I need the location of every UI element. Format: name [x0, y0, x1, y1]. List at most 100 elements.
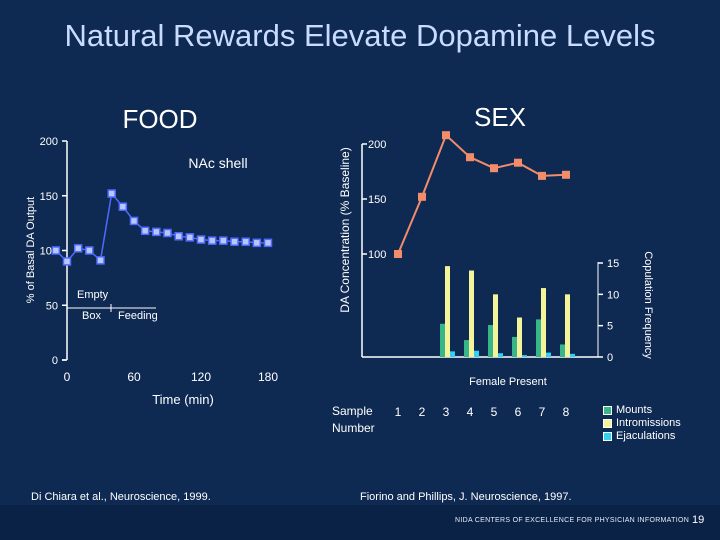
freq-bar-mounts	[464, 340, 469, 357]
sex-right-label: Copulation Frequency	[642, 251, 654, 359]
food-x-label: Time (min)	[152, 392, 214, 407]
legend-item-mounts: Mounts	[603, 404, 681, 417]
freq-bar-ejaculations	[570, 353, 575, 357]
sex-x-tick-label: 4	[467, 405, 474, 419]
freq-bar-ejaculations	[522, 355, 527, 357]
sex-x-tick-label: 2	[419, 405, 426, 419]
sex-x-tick-label: 7	[539, 405, 546, 419]
food-point	[230, 237, 239, 246]
legend-swatch-intromissions	[603, 419, 612, 428]
footer-org: NIDA CENTERS OF EXCELLENCE FOR PHYSICIAN…	[455, 517, 690, 524]
food-point	[241, 237, 250, 246]
food-point	[196, 235, 206, 244]
food-source: Di Chiara et al., Neuroscience, 1999.	[31, 491, 211, 503]
sex-point	[490, 164, 498, 173]
page-number: 19	[692, 514, 705, 526]
sex-point	[442, 131, 450, 140]
food-x-tick-label: 180	[258, 370, 278, 384]
freq-bar-mounts	[560, 344, 565, 357]
freq-bar-intromissions	[469, 270, 474, 357]
food-point	[152, 227, 161, 237]
food-point	[118, 202, 128, 211]
freq-bar-intromissions	[541, 288, 546, 357]
freq-bar-intromissions	[565, 294, 570, 357]
sex-point	[514, 158, 522, 167]
freq-bar-ejaculations	[546, 352, 551, 357]
freq-bar-mounts	[488, 325, 493, 357]
freq-y-tick-label: 0	[607, 352, 613, 364]
freq-bar-ejaculations	[474, 350, 479, 357]
freq-bar-mounts	[536, 319, 541, 357]
food-ann-feeding: Feeding	[118, 310, 158, 322]
footer-bar	[0, 505, 720, 540]
food-point	[73, 244, 83, 253]
sex-y-tick-label: 200	[368, 139, 386, 151]
sex-source: Fiorino and Phillips, J. Neuroscience, 1…	[360, 491, 572, 503]
legend-label-mounts: Mounts	[616, 404, 653, 416]
sex-y-tick-label: 100	[368, 249, 386, 261]
freq-bar-intromissions	[517, 317, 522, 357]
food-point	[263, 238, 273, 248]
sex-x-tick-label: 1	[395, 405, 402, 419]
sex-x-tick-label: 8	[563, 405, 570, 419]
food-x-tick-label: 120	[191, 370, 211, 384]
freq-y-tick-label: 5	[607, 321, 613, 333]
food-point	[51, 246, 61, 255]
sex-x-tick-label: 5	[491, 405, 498, 419]
food-point	[163, 228, 172, 238]
freq-bar-intromissions	[493, 294, 498, 357]
sex-x-label-line1: Sample	[332, 404, 373, 418]
sex-female-present: Female Present	[469, 376, 547, 388]
food-point	[140, 226, 150, 236]
food-point	[174, 232, 183, 241]
freq-bar-ejaculations	[498, 353, 503, 357]
sex-x-label-line2: Number	[332, 421, 375, 435]
sex-marks	[394, 131, 570, 258]
sex-point	[562, 170, 570, 179]
sex-title: SEX	[474, 102, 526, 132]
legend-label-ejaculations: Ejaculations	[616, 430, 676, 442]
legend-swatch-mounts	[603, 406, 612, 415]
freq-y-tick-label: 15	[607, 258, 619, 270]
food-point	[129, 216, 139, 226]
sex-point	[538, 171, 546, 180]
sex-point	[394, 250, 402, 258]
sex-point	[418, 192, 426, 201]
food-point	[107, 189, 116, 198]
legend-item-ejaculations: Ejaculations	[603, 430, 681, 443]
sex-bars	[440, 266, 575, 357]
food-point	[62, 257, 72, 266]
freq-bar-mounts	[512, 336, 517, 357]
food-x-tick-label: 0	[64, 370, 71, 384]
food-point	[185, 233, 195, 242]
sex-x-tick-label: 6	[515, 405, 522, 419]
food-y-label: % of Basal DA Output	[25, 197, 37, 303]
food-y-tick-label: 150	[40, 191, 58, 203]
food-point	[219, 236, 228, 245]
food-y-tick-label: 50	[46, 300, 58, 312]
legend: Mounts Intromissions Ejaculations	[603, 404, 681, 443]
food-point	[96, 256, 105, 265]
freq-bar-mounts	[440, 323, 445, 357]
legend-swatch-ejaculations	[603, 432, 612, 441]
legend-label-intromissions: Intromissions	[616, 417, 681, 429]
sex-point	[466, 153, 474, 162]
sex-y-label: DA Concentration (% Baseline)	[338, 147, 352, 312]
legend-item-intromissions: Intromissions	[603, 417, 681, 430]
food-y-tick-label: 0	[52, 355, 58, 367]
food-x-tick-label: 60	[127, 370, 141, 384]
sex-ticks: 100 150 200 0 5 10 15 1 2 3 4 5 6 7 8	[362, 139, 619, 419]
food-y-tick-label: 200	[40, 136, 58, 148]
sex-x-tick-label: 3	[443, 405, 450, 419]
sex-y-tick-label: 150	[368, 194, 386, 206]
food-ann-box: Box	[82, 310, 101, 322]
food-marks	[51, 189, 273, 266]
slide-title: Natural Rewards Elevate Dopamine Levels	[64, 18, 656, 53]
food-subtitle: NAc shell	[188, 155, 247, 171]
freq-bar-ejaculations	[450, 351, 455, 357]
food-point	[85, 246, 94, 255]
freq-bar-intromissions	[445, 266, 450, 357]
